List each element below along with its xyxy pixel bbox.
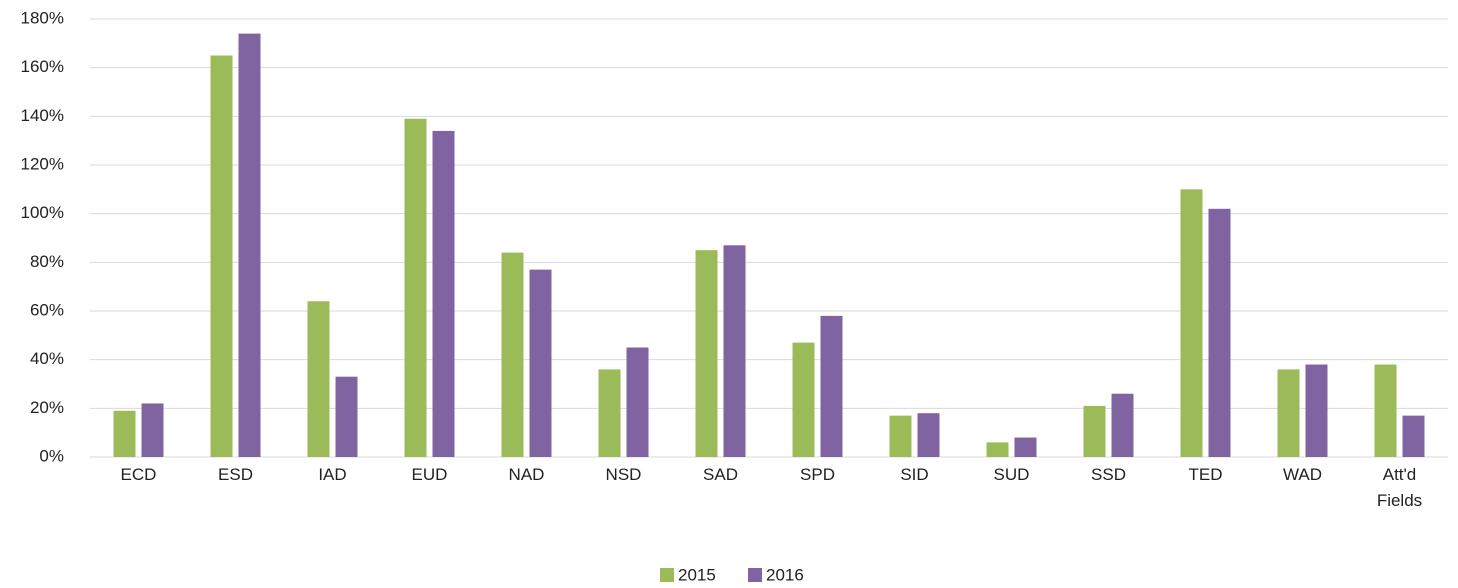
- bar: [695, 250, 718, 457]
- bar: [335, 376, 358, 457]
- x-tick-label: WAD: [1282, 465, 1323, 484]
- bar: [529, 269, 552, 457]
- bar: [1305, 364, 1328, 457]
- bar: [1014, 437, 1037, 457]
- legend-label: 2015: [678, 565, 716, 584]
- bar: [210, 55, 233, 457]
- y-tick-label: 140%: [21, 106, 64, 125]
- legend-swatch: [748, 568, 762, 582]
- y-tick-label: 100%: [21, 203, 64, 222]
- x-tick-label: SPD: [800, 465, 835, 484]
- y-tick-label: 60%: [30, 300, 64, 319]
- x-tick-label: IAD: [318, 465, 347, 484]
- x-tick-label: SAD: [703, 465, 738, 484]
- y-tick-label: 40%: [30, 349, 64, 368]
- bar: [792, 342, 815, 457]
- bar: [404, 118, 427, 458]
- bar: [307, 301, 330, 457]
- bar: [238, 33, 261, 457]
- y-tick-label: 120%: [21, 154, 64, 173]
- bar: [432, 130, 455, 457]
- bar: [1402, 415, 1425, 457]
- bar: [113, 410, 136, 457]
- y-tick-label: 180%: [21, 8, 64, 27]
- bar: [626, 347, 649, 457]
- x-tick-label: EUD: [411, 465, 448, 484]
- bar: [501, 252, 524, 457]
- x-tick-label: TED: [1188, 465, 1223, 484]
- bar: [917, 413, 940, 457]
- bar: [141, 403, 164, 457]
- y-tick-label: 20%: [30, 398, 64, 417]
- bar: [1208, 208, 1231, 457]
- bar: [986, 442, 1009, 457]
- x-tick-label: SID: [900, 465, 929, 484]
- y-tick-label: 80%: [30, 252, 64, 271]
- legend-swatch: [660, 568, 674, 582]
- y-tick-label: 160%: [21, 57, 64, 76]
- x-tick-label: ESD: [218, 465, 253, 484]
- bar: [1180, 189, 1203, 458]
- x-tick-label: ECD: [120, 465, 157, 484]
- x-tick-label: NSD: [605, 465, 642, 484]
- bar: [1083, 405, 1106, 457]
- bar: [598, 369, 621, 457]
- y-tick-label: 0%: [39, 446, 64, 465]
- bar: [1111, 393, 1134, 457]
- bar: [889, 415, 912, 457]
- x-tick-label: Att'd Fields: [1376, 465, 1423, 510]
- bar: [1277, 369, 1300, 457]
- bar: [820, 315, 843, 457]
- legend-label: 2016: [766, 565, 804, 584]
- bar: [723, 245, 746, 457]
- x-tick-label: NAD: [508, 465, 545, 484]
- x-tick-label: SUD: [993, 465, 1030, 484]
- x-tick-label: SSD: [1091, 465, 1126, 484]
- bar: [1374, 364, 1397, 457]
